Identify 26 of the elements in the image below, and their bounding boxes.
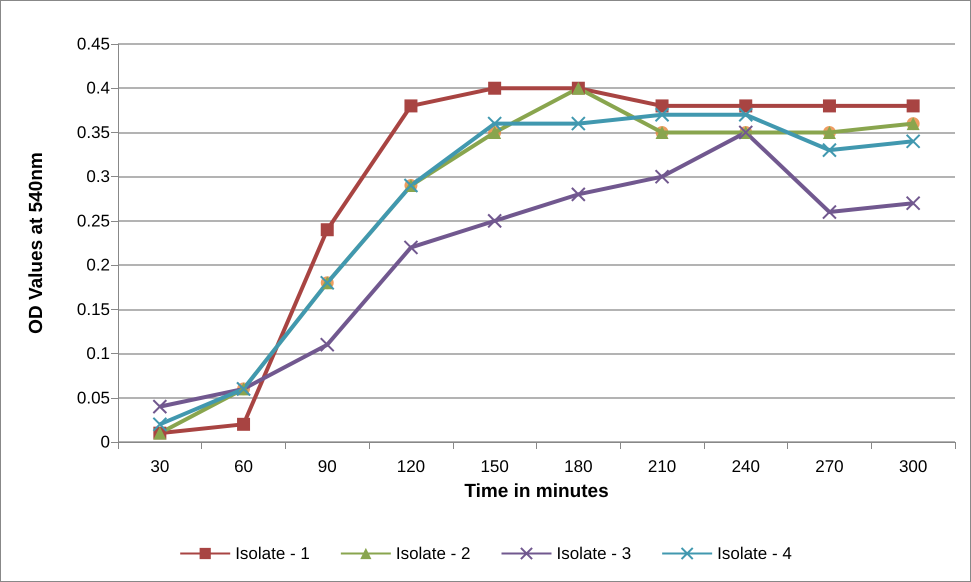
x-tick-label: 210 xyxy=(648,457,676,476)
legend-label: Isolate - 1 xyxy=(235,544,310,563)
y-axis-title: OD Values at 540nm xyxy=(26,152,47,334)
x-tick-label: 120 xyxy=(396,457,426,476)
y-tick-label: 0.3 xyxy=(86,167,110,186)
y-tick-label: 0.4 xyxy=(86,78,110,98)
x-axis-title: Time in minutes xyxy=(464,481,609,502)
x-tick-label: 240 xyxy=(732,457,760,476)
x-tick-label: 30 xyxy=(150,457,170,476)
y-tick-label: 0.1 xyxy=(86,344,110,364)
legend-label: Isolate - 2 xyxy=(396,544,471,563)
x-tick-label: 90 xyxy=(318,457,337,476)
x-tick-label: 150 xyxy=(480,457,509,476)
y-tick-label: 0 xyxy=(100,432,110,452)
y-tick-label: 0.15 xyxy=(76,300,110,319)
legend-label: Isolate - 4 xyxy=(717,544,792,563)
y-tick-label: 0.2 xyxy=(86,256,110,275)
x-tick-label: 300 xyxy=(898,457,928,476)
y-tick-label: 0.45 xyxy=(76,34,110,54)
x-tick-label: 270 xyxy=(815,457,844,476)
y-tick-label: 0.05 xyxy=(76,388,110,408)
x-tick-label: 180 xyxy=(564,457,593,476)
x-tick-label: 60 xyxy=(234,457,254,476)
y-tick-label: 0.35 xyxy=(76,122,110,142)
legend-label: Isolate - 3 xyxy=(556,544,632,563)
y-tick-label: 0.25 xyxy=(76,211,110,230)
